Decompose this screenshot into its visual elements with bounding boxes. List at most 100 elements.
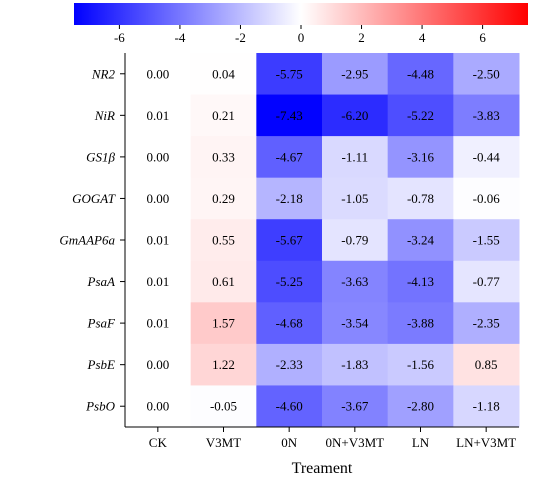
- heatmap-cell: [256, 53, 323, 96]
- cell-value-label: -5.75: [276, 66, 303, 81]
- heatmap-cell: [125, 343, 192, 386]
- heatmap-cell: [387, 94, 454, 137]
- x-axis-title: Treament: [292, 460, 353, 477]
- colorbar: -6 -4 -2 0 2 4 6: [74, 3, 528, 45]
- cell-value-label: 0.04: [212, 66, 235, 81]
- colorbar-tick-label: -2: [235, 30, 246, 45]
- cell-value-label: -6.20: [341, 108, 368, 123]
- heatmap-cells: 0.00 0.04 -5.75 -2.95 -4.48 -2.50 0.01 0.21 -7.4…: [124, 53, 520, 428]
- heatmap-cell: [322, 219, 389, 262]
- cell-value-label: -5.67: [276, 233, 304, 248]
- heatmap-cell: [190, 260, 257, 303]
- cell-value-label: 0.00: [146, 191, 169, 206]
- cell-value-label: -3.54: [341, 316, 369, 331]
- row-label: PsaF: [87, 316, 117, 331]
- cell-value-label: -3.83: [473, 108, 500, 123]
- heatmap-cell: [322, 53, 389, 96]
- heatmap-cell: [387, 53, 454, 96]
- heatmap-cell: [256, 94, 323, 137]
- column-label: LN: [412, 435, 430, 450]
- cell-value-label: -3.63: [341, 274, 368, 289]
- row-label: PsbE: [87, 357, 116, 372]
- cell-value-label: 0.01: [146, 108, 169, 123]
- cell-value-label: -0.77: [473, 274, 501, 289]
- heatmap-cell: [453, 219, 520, 262]
- cell-value-label: -2.35: [473, 316, 500, 331]
- heatmap-cell: [256, 343, 323, 386]
- row-label: NiR: [94, 108, 115, 123]
- heatmap-cell: [322, 136, 389, 179]
- heatmap-cell: [387, 177, 454, 220]
- colorbar-tick-label: 2: [358, 30, 365, 45]
- cell-value-label: -2.95: [341, 66, 368, 81]
- heatmap-cell: [190, 302, 257, 345]
- heatmap-cell: [190, 94, 257, 137]
- heatmap-cell: [256, 302, 323, 345]
- cell-value-label: -0.05: [210, 399, 237, 414]
- cell-value-label: 1.57: [212, 316, 235, 331]
- heatmap-cell: [453, 177, 520, 220]
- colorbar-tick-label: -6: [114, 30, 125, 45]
- column-label: LN+V3MT: [456, 435, 516, 450]
- cell-value-label: -4.67: [276, 149, 304, 164]
- cell-value-label: 0.00: [146, 66, 169, 81]
- heatmap-cell: [387, 136, 454, 179]
- heatmap-cell: [453, 136, 520, 179]
- heatmap-cell: [453, 94, 520, 137]
- cell-value-label: -4.48: [407, 66, 434, 81]
- heatmap-cell: [190, 385, 257, 428]
- cell-value-label: -5.22: [407, 108, 434, 123]
- cell-value-label: -1.56: [407, 357, 435, 372]
- cell-value-label: -4.13: [407, 274, 434, 289]
- cell-value-label: 0.00: [146, 149, 169, 164]
- heatmap-cell: [387, 260, 454, 303]
- cell-value-label: 1.22: [212, 357, 235, 372]
- row-label: PsaA: [87, 274, 116, 289]
- heatmap-cell: [322, 260, 389, 303]
- colorbar-tick-label: 0: [298, 30, 305, 45]
- row-label: GOGAT: [72, 191, 116, 206]
- column-label: V3MT: [206, 435, 241, 450]
- colorbar-tick-label: 4: [419, 30, 426, 45]
- row-label: NR2: [91, 66, 116, 81]
- column-label: CK: [149, 435, 168, 450]
- cell-value-label: -1.55: [473, 233, 500, 248]
- cell-value-label: -1.18: [473, 399, 500, 414]
- cell-value-label: 0.61: [212, 274, 235, 289]
- cell-value-label: -4.68: [276, 316, 303, 331]
- heatmap-cell: [453, 53, 520, 96]
- cell-value-label: -2.18: [276, 191, 303, 206]
- heatmap-cell: [190, 343, 257, 386]
- cell-value-label: -5.25: [276, 274, 303, 289]
- cell-value-label: -3.88: [407, 316, 434, 331]
- heatmap-cell: [387, 302, 454, 345]
- heatmap-cell: [190, 136, 257, 179]
- heatmap-cell: [322, 302, 389, 345]
- cell-value-label: -2.50: [473, 66, 500, 81]
- heatmap-cell: [453, 302, 520, 345]
- heatmap-cell: [387, 343, 454, 386]
- heatmap-cell: [190, 219, 257, 262]
- heatmap-cell: [322, 343, 389, 386]
- colorbar-tick-label: 6: [479, 30, 486, 45]
- heatmap-cell: [322, 385, 389, 428]
- cell-value-label: 0.33: [212, 149, 235, 164]
- heatmap-cell: [190, 177, 257, 220]
- cell-value-label: 0.01: [146, 316, 169, 331]
- column-label: 0N: [281, 435, 298, 450]
- cell-value-label: -0.44: [473, 149, 501, 164]
- cell-value-label: -1.05: [341, 191, 368, 206]
- heatmap-cell: [190, 53, 257, 96]
- heatmap-cell: [125, 302, 192, 345]
- cell-value-label: -1.83: [341, 357, 368, 372]
- heatmap-cell: [322, 177, 389, 220]
- cell-value-label: -0.06: [473, 191, 501, 206]
- colorbar-tick-label: -4: [175, 30, 186, 45]
- cell-value-label: -3.67: [341, 399, 369, 414]
- heatmap-cell: [125, 53, 192, 96]
- row-label: GS1β: [86, 149, 115, 164]
- cell-value-label: 0.00: [146, 399, 169, 414]
- heatmap-cell: [125, 385, 192, 428]
- heatmap-cell: [256, 260, 323, 303]
